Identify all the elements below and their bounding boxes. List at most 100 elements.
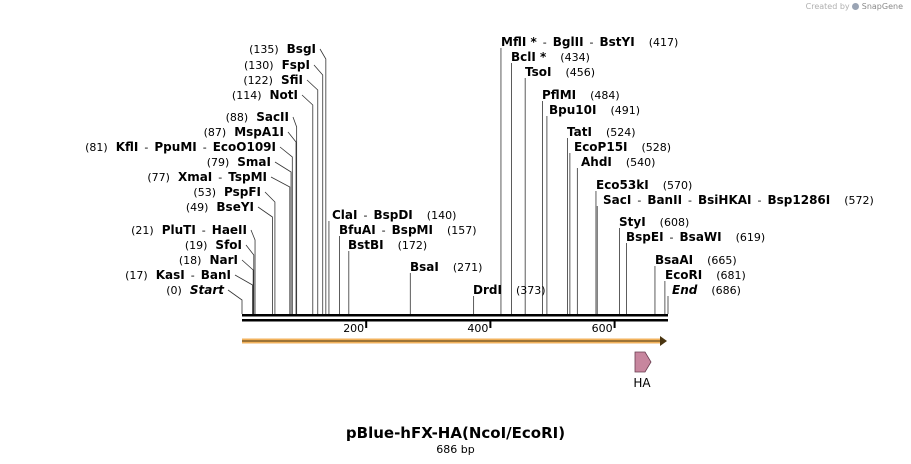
site-label-kasi[interactable]: (17) KasI - BanI — [125, 268, 231, 282]
separator: - — [670, 231, 674, 244]
site-label-ecop15i[interactable]: EcoP15I (528) — [574, 140, 671, 154]
site-label-pluti[interactable]: (21) PluTI - HaeII — [131, 223, 247, 237]
separator: - — [363, 209, 367, 222]
site-label-pspfi[interactable]: (53) PspFI — [193, 185, 261, 199]
enzyme-name-fspi: FspI — [282, 58, 310, 72]
site-position-fspi: (130) — [244, 59, 274, 72]
site-position-smai: (79) — [207, 156, 230, 169]
backbone-bottom-strand — [242, 319, 668, 322]
enzyme-name-smai: SmaI — [237, 155, 271, 169]
separator: - — [688, 194, 692, 207]
tick-label-400: 400 — [467, 322, 488, 335]
site-label-bcli[interactable]: BclI * (434) — [511, 50, 590, 64]
enzyme-name-clai: ClaI — [332, 208, 357, 222]
enzyme-name-bcli: BclI * — [511, 50, 547, 64]
site-label-start[interactable]: (0) Start — [166, 283, 225, 297]
site-position-clai: (140) — [427, 209, 457, 222]
enzyme-name-bpu10i: Bpu10I — [549, 103, 596, 117]
tick-label-200: 200 — [343, 322, 364, 335]
site-label-kfli[interactable]: (81) KflI - PpuMI - EcoO109I — [85, 140, 276, 154]
site-label-bspei[interactable]: BspEI - BsaWI (619) — [626, 230, 765, 244]
site-label-ecori[interactable]: EcoRI (681) — [665, 268, 746, 282]
enzyme-name-kasi: KasI — [156, 268, 185, 282]
enzyme-name-pluti: PluTI — [162, 223, 196, 237]
tick-label-600: 600 — [592, 322, 613, 335]
enzyme-name-saci: SacI — [603, 193, 631, 207]
enzyme-name-sfoi: SfoI — [215, 238, 242, 252]
dna-backbone — [242, 314, 668, 322]
enzyme-name-bfuai: BspMI — [392, 223, 433, 237]
site-position-bstbi: (172) — [398, 239, 428, 252]
site-position-styi: (608) — [660, 216, 690, 229]
site-position-tati: (524) — [606, 126, 636, 139]
enzyme-name-kfli: KflI — [116, 140, 139, 154]
site-label-bseyi[interactable]: (49) BseYI — [186, 200, 254, 214]
site-leader-smai — [274, 161, 292, 314]
axis-ticks: 200 400 600 — [343, 321, 616, 335]
site-label-styi[interactable]: StyI (608) — [619, 215, 689, 229]
site-label-smai[interactable]: (79) SmaI — [207, 155, 271, 169]
enzyme-name-ecop15i: EcoP15I — [574, 140, 628, 154]
snapgene-logo-icon — [852, 3, 860, 10]
site-label-bfuai[interactable]: BfuAI - BspMI (157) — [339, 223, 477, 237]
enzyme-name-bspei: BsaWI — [680, 230, 722, 244]
site-label-pflmi[interactable]: PflMI (484) — [542, 88, 620, 102]
site-leader-xmai — [270, 176, 291, 314]
site-position-start: (0) — [166, 284, 182, 297]
site-label-bpu10i[interactable]: Bpu10I (491) — [549, 103, 640, 117]
site-position-mspa1i: (87) — [204, 126, 227, 139]
map-length: 686 bp — [436, 443, 475, 456]
enzyme-name-clai: BspDI — [373, 208, 412, 222]
site-leader-bseyi — [257, 206, 273, 314]
enzyme-name-noti: NotI — [270, 88, 299, 102]
site-leader-bsgi — [319, 48, 327, 314]
feature-ha[interactable]: HA — [633, 351, 652, 390]
site-label-bsaai[interactable]: BsaAI (665) — [655, 253, 737, 267]
enzyme-name-end: End — [672, 283, 698, 297]
site-label-tsoi[interactable]: TsoI (456) — [525, 65, 595, 79]
enzyme-name-bsgi: BsgI — [287, 42, 316, 56]
site-position-mfli: (417) — [649, 36, 679, 49]
site-label-sfoi[interactable]: (19) SfoI — [185, 238, 242, 252]
enzyme-name-nari: NarI — [209, 253, 238, 267]
site-label-nari[interactable]: (18) NarI — [179, 253, 238, 267]
site-label-bsai[interactable]: BsaI (271) — [410, 260, 482, 274]
site-label-noti[interactable]: (114) NotI — [232, 88, 298, 102]
enzyme-name-pspfi: PspFI — [224, 185, 261, 199]
site-label-ahdi[interactable]: AhdI (540) — [581, 155, 655, 169]
ha-feature-arrow[interactable] — [634, 351, 652, 373]
separator: - — [758, 194, 762, 207]
site-leader-fspi — [313, 64, 324, 314]
site-label-eco53ki[interactable]: Eco53kI (570) — [596, 178, 692, 192]
site-leader-kasi — [234, 274, 253, 314]
enzyme-name-saci: Bsp1286I — [768, 193, 831, 207]
orf-arrow[interactable] — [242, 336, 667, 346]
site-label-xmai[interactable]: (77) XmaI - TspMI — [147, 170, 267, 184]
enzyme-name-mspa1i: MspA1I — [234, 125, 284, 139]
site-label-bsgi[interactable]: (135) BsgI — [249, 42, 316, 56]
site-label-end[interactable]: End (686) — [672, 283, 741, 297]
enzyme-name-sfii: SfiI — [281, 73, 303, 87]
snapgene-watermark: Created by SnapGene — [806, 2, 903, 11]
site-position-sfoi: (19) — [185, 239, 208, 252]
site-label-clai[interactable]: ClaI - BspDI (140) — [332, 208, 456, 222]
site-position-pluti: (21) — [131, 224, 154, 237]
site-label-saci[interactable]: SacI - BanII - BsiHKAI - Bsp1286I (572) — [603, 193, 874, 207]
site-leader-kfli — [279, 146, 293, 314]
site-position-end: (686) — [711, 284, 741, 297]
ha-feature-label: HA — [633, 376, 651, 390]
enzyme-name-mfli: BstYI — [600, 35, 635, 49]
enzyme-name-kfli: PpuMI — [154, 140, 196, 154]
separator: - — [202, 224, 206, 237]
site-label-sfii[interactable]: (122) SfiI — [243, 73, 303, 87]
site-label-drdi[interactable]: DrdI (373) — [473, 283, 546, 297]
site-label-tati[interactable]: TatI (524) — [567, 125, 636, 139]
site-label-mfli[interactable]: MflI * - BglII - BstYI (417) — [501, 35, 678, 49]
site-label-bstbi[interactable]: BstBI (172) — [348, 238, 427, 252]
enzyme-name-bseyi: BseYI — [216, 200, 254, 214]
site-label-sacii[interactable]: (88) SacII — [226, 110, 289, 124]
site-label-fspi[interactable]: (130) FspI — [244, 58, 310, 72]
site-label-mspa1i[interactable]: (87) MspA1I — [204, 125, 284, 139]
enzyme-name-ecori: EcoRI — [665, 268, 702, 282]
